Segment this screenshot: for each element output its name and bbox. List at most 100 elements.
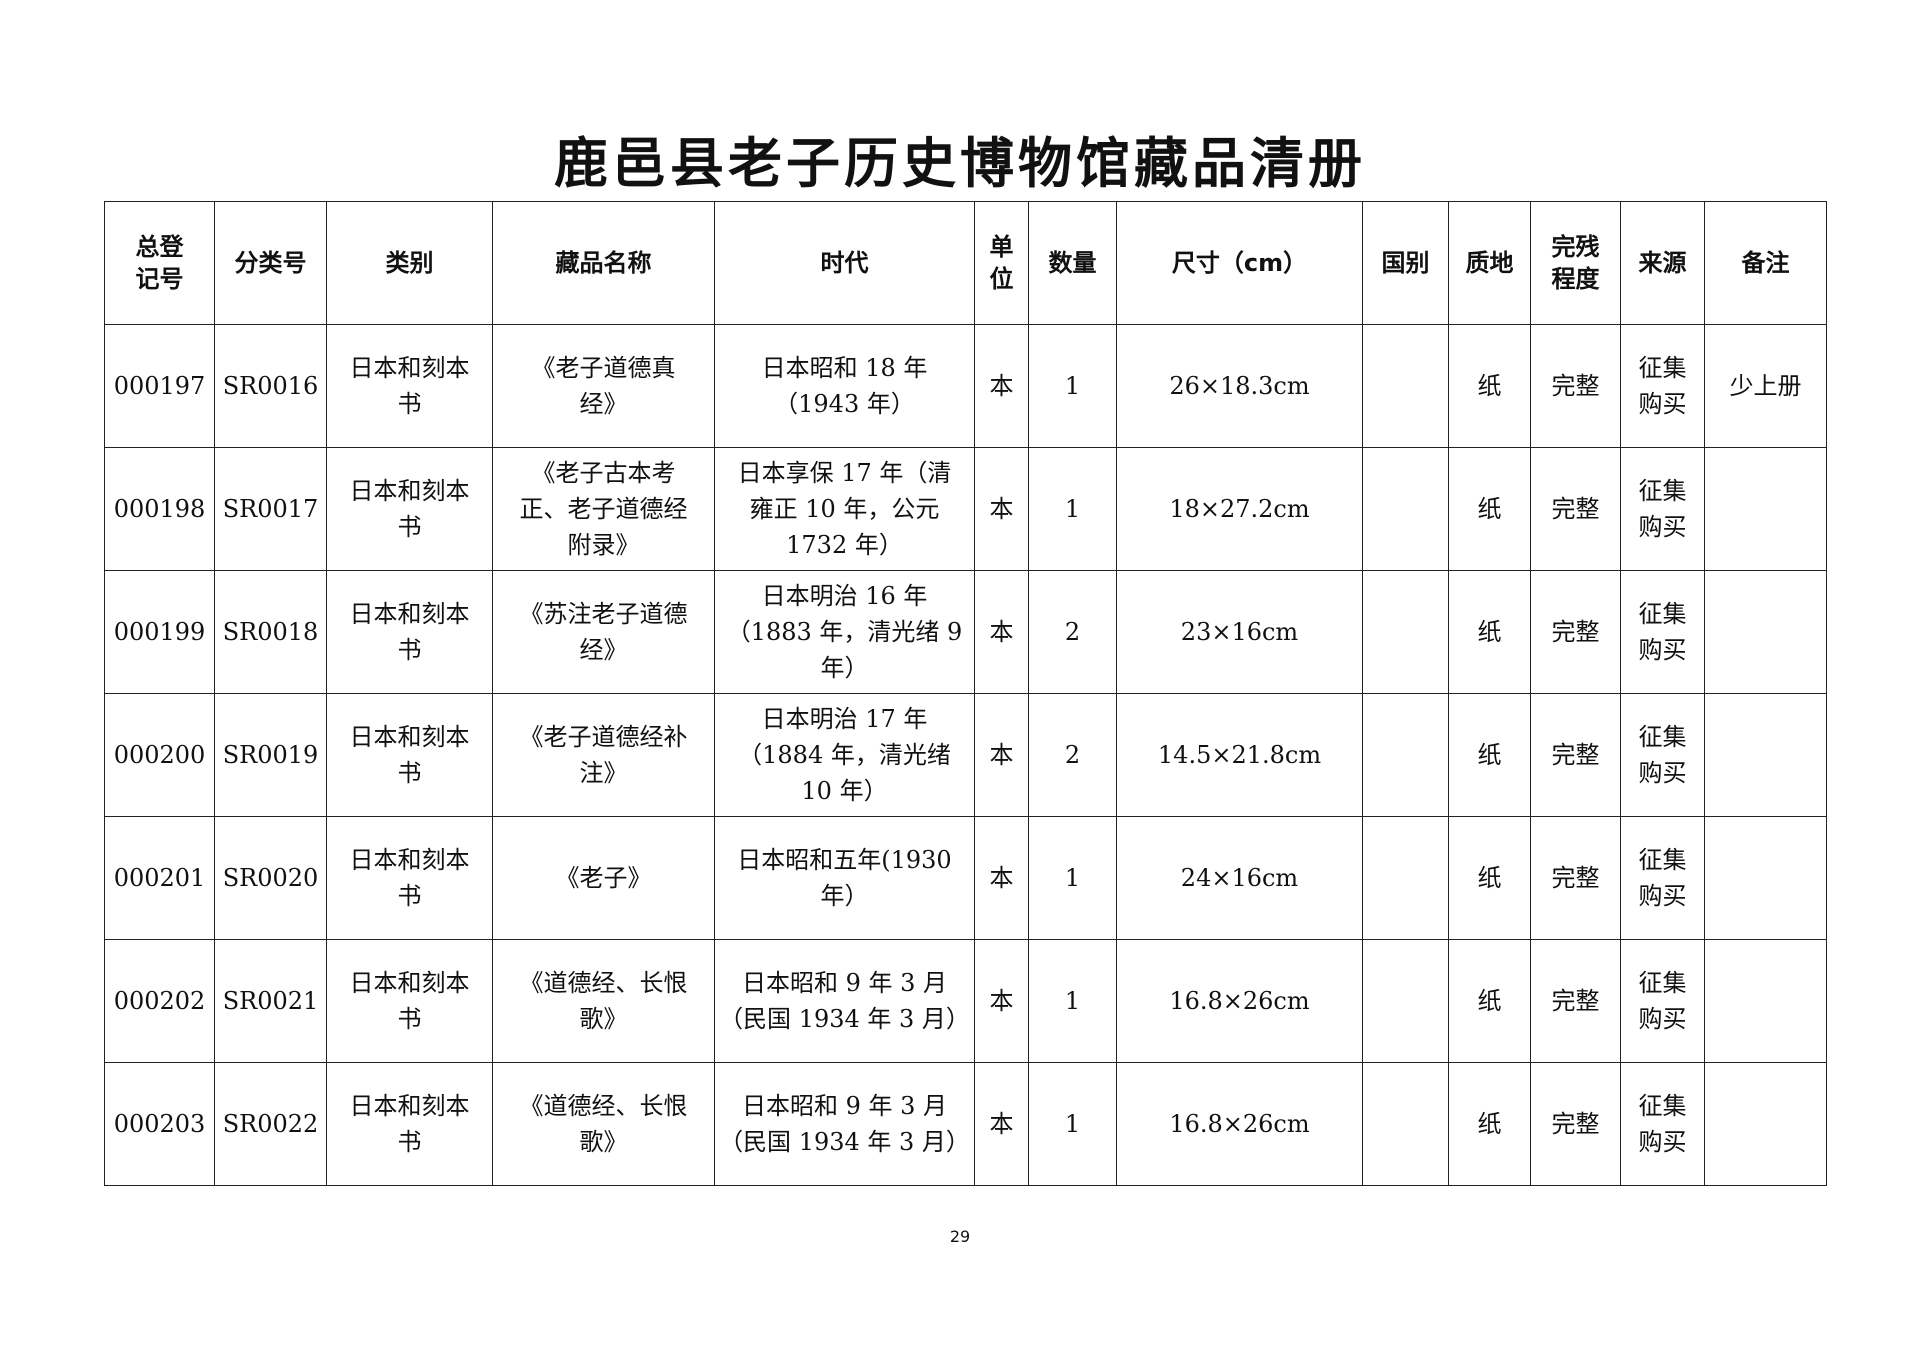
column-header-category: 类别: [326, 201, 493, 325]
cell-note: [1704, 570, 1827, 694]
page-number: 29: [949, 1227, 971, 1246]
cell-size: 24×16cm: [1116, 816, 1363, 940]
cell-country: [1362, 1062, 1449, 1186]
cell-class-no: SR0017: [214, 447, 327, 571]
cell-country: [1362, 693, 1449, 817]
cell-unit: 本: [974, 816, 1029, 940]
cell-unit: 本: [974, 693, 1029, 817]
cell-category: 日本和刻本 书: [326, 939, 493, 1063]
cell-condition: 完整: [1530, 693, 1621, 817]
cell-quantity: 1: [1028, 816, 1117, 940]
cell-name: 《老子道德经补 注》: [492, 693, 715, 817]
cell-source: 征集 购买: [1620, 570, 1705, 694]
table-row: 000199 SR0018 日本和刻本 书 《苏注老子道德 经》 日本明治 16…: [104, 570, 1827, 694]
cell-quantity: 2: [1028, 693, 1117, 817]
cell-size: 16.8×26cm: [1116, 939, 1363, 1063]
column-header-quantity: 数量: [1028, 201, 1117, 325]
cell-size: 18×27.2cm: [1116, 447, 1363, 571]
cell-name: 《老子道德真 经》: [492, 324, 715, 448]
cell-material: 纸: [1448, 1062, 1531, 1186]
cell-size: 23×16cm: [1116, 570, 1363, 694]
cell-note: [1704, 816, 1827, 940]
cell-country: [1362, 939, 1449, 1063]
cell-condition: 完整: [1530, 816, 1621, 940]
cell-reg-no: 000203: [104, 1062, 215, 1186]
cell-class-no: SR0021: [214, 939, 327, 1063]
column-header-reg-no: 总登 记号: [104, 201, 215, 325]
cell-condition: 完整: [1530, 570, 1621, 694]
cell-note: [1704, 939, 1827, 1063]
cell-note: [1704, 447, 1827, 571]
cell-material: 纸: [1448, 570, 1531, 694]
cell-size: 14.5×21.8cm: [1116, 693, 1363, 817]
column-header-era: 时代: [714, 201, 975, 325]
cell-condition: 完整: [1530, 447, 1621, 571]
cell-class-no: SR0016: [214, 324, 327, 448]
cell-source: 征集 购买: [1620, 324, 1705, 448]
cell-category: 日本和刻本 书: [326, 324, 493, 448]
cell-reg-no: 000200: [104, 693, 215, 817]
table-row: 000202 SR0021 日本和刻本 书 《道德经、长恨 歌》 日本昭和 9 …: [104, 939, 1827, 1063]
cell-country: [1362, 447, 1449, 571]
column-header-unit: 单 位: [974, 201, 1029, 325]
cell-source: 征集 购买: [1620, 816, 1705, 940]
cell-condition: 完整: [1530, 1062, 1621, 1186]
cell-material: 纸: [1448, 939, 1531, 1063]
cell-unit: 本: [974, 570, 1029, 694]
cell-country: [1362, 816, 1449, 940]
cell-size: 16.8×26cm: [1116, 1062, 1363, 1186]
cell-note: [1704, 1062, 1827, 1186]
cell-class-no: SR0020: [214, 816, 327, 940]
cell-class-no: SR0018: [214, 570, 327, 694]
table-header-row: 总登 记号 分类号 类别 藏品名称 时代 单 位 数量 尺寸（cm） 国别 质地…: [104, 201, 1827, 325]
cell-quantity: 1: [1028, 939, 1117, 1063]
cell-material: 纸: [1448, 324, 1531, 448]
column-header-class-no: 分类号: [214, 201, 327, 325]
cell-unit: 本: [974, 1062, 1029, 1186]
cell-name: 《道德经、长恨 歌》: [492, 939, 715, 1063]
cell-era: 日本昭和五年(1930 年）: [714, 816, 975, 940]
column-header-condition: 完残 程度: [1530, 201, 1621, 325]
column-header-name: 藏品名称: [492, 201, 715, 325]
cell-era: 日本昭和 18 年 （1943 年）: [714, 324, 975, 448]
cell-reg-no: 000198: [104, 447, 215, 571]
table-row: 000197 SR0016 日本和刻本 书 《老子道德真 经》 日本昭和 18 …: [104, 324, 1827, 448]
cell-country: [1362, 570, 1449, 694]
cell-country: [1362, 324, 1449, 448]
cell-name: 《老子古本考 正、老子道德经 附录》: [492, 447, 715, 571]
cell-quantity: 1: [1028, 1062, 1117, 1186]
cell-unit: 本: [974, 939, 1029, 1063]
cell-era: 日本昭和 9 年 3 月 （民国 1934 年 3 月）: [714, 939, 975, 1063]
column-header-country: 国别: [1362, 201, 1449, 325]
cell-quantity: 1: [1028, 447, 1117, 571]
cell-era: 日本明治 17 年 （1884 年，清光绪 10 年）: [714, 693, 975, 817]
cell-class-no: SR0022: [214, 1062, 327, 1186]
cell-material: 纸: [1448, 447, 1531, 571]
cell-name: 《老子》: [492, 816, 715, 940]
cell-reg-no: 000202: [104, 939, 215, 1063]
cell-condition: 完整: [1530, 939, 1621, 1063]
cell-material: 纸: [1448, 693, 1531, 817]
cell-quantity: 1: [1028, 324, 1117, 448]
cell-era: 日本昭和 9 年 3 月 （民国 1934 年 3 月）: [714, 1062, 975, 1186]
cell-category: 日本和刻本 书: [326, 570, 493, 694]
cell-source: 征集 购买: [1620, 447, 1705, 571]
cell-name: 《道德经、长恨 歌》: [492, 1062, 715, 1186]
cell-unit: 本: [974, 324, 1029, 448]
column-header-note: 备注: [1704, 201, 1827, 325]
cell-quantity: 2: [1028, 570, 1117, 694]
cell-source: 征集 购买: [1620, 693, 1705, 817]
cell-category: 日本和刻本 书: [326, 693, 493, 817]
cell-note: [1704, 693, 1827, 817]
cell-era: 日本明治 16 年 （1883 年，清光绪 9 年）: [714, 570, 975, 694]
cell-era: 日本享保 17 年（清 雍正 10 年，公元 1732 年）: [714, 447, 975, 571]
cell-name: 《苏注老子道德 经》: [492, 570, 715, 694]
cell-source: 征集 购买: [1620, 1062, 1705, 1186]
table-row: 000198 SR0017 日本和刻本 书 《老子古本考 正、老子道德经 附录》…: [104, 447, 1827, 571]
cell-category: 日本和刻本 书: [326, 447, 493, 571]
collection-inventory-table: 总登 记号 分类号 类别 藏品名称 时代 单 位 数量 尺寸（cm） 国别 质地…: [104, 201, 1827, 1186]
cell-note: 少上册: [1704, 324, 1827, 448]
cell-reg-no: 000197: [104, 324, 215, 448]
cell-reg-no: 000199: [104, 570, 215, 694]
cell-size: 26×18.3cm: [1116, 324, 1363, 448]
